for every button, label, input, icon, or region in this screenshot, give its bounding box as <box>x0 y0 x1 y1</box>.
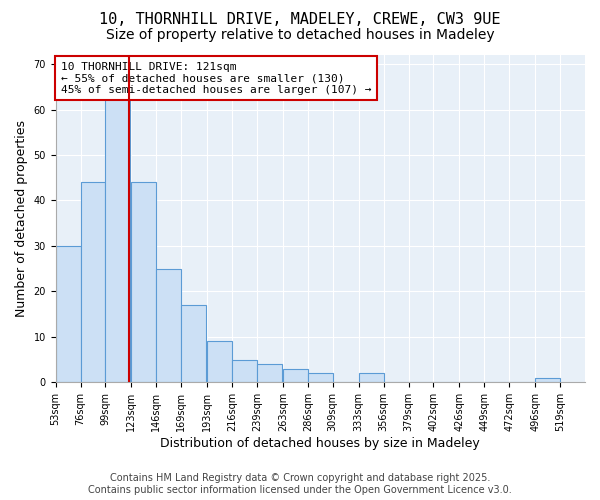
Bar <box>157 268 181 382</box>
Bar <box>283 368 308 382</box>
Bar <box>359 374 383 382</box>
Text: Contains HM Land Registry data © Crown copyright and database right 2025.
Contai: Contains HM Land Registry data © Crown c… <box>88 474 512 495</box>
Y-axis label: Number of detached properties: Number of detached properties <box>15 120 28 317</box>
Bar <box>80 182 106 382</box>
Bar <box>535 378 560 382</box>
Text: Size of property relative to detached houses in Madeley: Size of property relative to detached ho… <box>106 28 494 42</box>
Bar <box>207 342 232 382</box>
Bar <box>232 360 257 382</box>
X-axis label: Distribution of detached houses by size in Madeley: Distribution of detached houses by size … <box>160 437 480 450</box>
Bar <box>131 182 157 382</box>
Bar <box>257 364 282 382</box>
Bar <box>56 246 80 382</box>
Text: 10 THORNHILL DRIVE: 121sqm
← 55% of detached houses are smaller (130)
45% of sem: 10 THORNHILL DRIVE: 121sqm ← 55% of deta… <box>61 62 371 94</box>
Bar <box>308 374 333 382</box>
Text: 10, THORNHILL DRIVE, MADELEY, CREWE, CW3 9UE: 10, THORNHILL DRIVE, MADELEY, CREWE, CW3… <box>99 12 501 28</box>
Bar <box>181 305 206 382</box>
Bar <box>106 73 130 382</box>
